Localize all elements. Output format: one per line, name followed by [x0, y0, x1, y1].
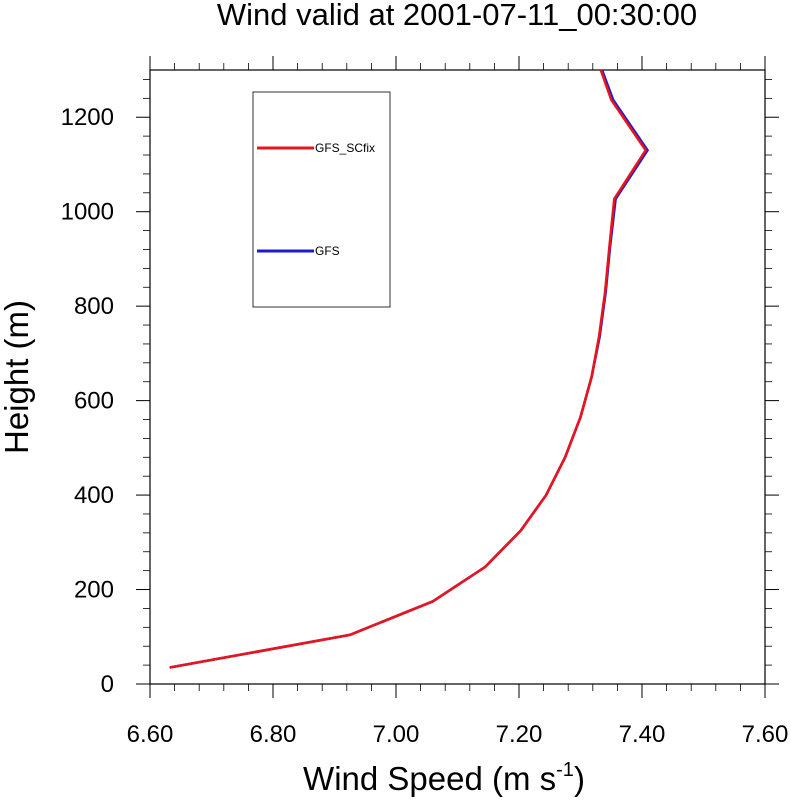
y-tick-label: 1000 [61, 199, 114, 226]
y-tick-label: 200 [74, 577, 114, 604]
x-tick-label: 6.60 [127, 721, 174, 748]
y-axis-label: Height (m) [0, 300, 35, 454]
y-tick-label: 400 [74, 482, 114, 509]
x-tick-label: 7.40 [619, 721, 666, 748]
x-axis-label-close: ) [574, 760, 585, 797]
x-tick-label: 6.80 [250, 721, 297, 748]
y-tick-label: 800 [74, 293, 114, 320]
series-lines [169, 69, 650, 669]
y-tick-labels: 0 200 400 600 800 1000 1200 [61, 104, 114, 698]
x-axis-label-superscript: -1 [556, 759, 574, 781]
x-axis-label-text: Wind Speed (m s [303, 760, 556, 797]
plot-border [149, 69, 766, 685]
x-tick-label: 7.20 [496, 721, 543, 748]
legend: GFS_SCfix GFS [252, 91, 391, 308]
chart-title: Wind valid at 2001-07-11_00:30:00 [217, 0, 697, 32]
legend-label-gfs-scfix: GFS_SCfix [315, 141, 375, 155]
y-tick-label: 0 [101, 671, 114, 698]
series-line-gfs-scfix [169, 69, 648, 669]
y-axis-label-text: Height (m) [0, 300, 35, 454]
minor-ticks [136, 56, 779, 698]
plot-frame [149, 69, 766, 685]
legend-label-gfs: GFS [315, 244, 340, 258]
series-line-gfs [169, 69, 650, 669]
x-tick-labels: 6.60 6.80 7.00 7.20 7.40 7.60 [127, 721, 789, 748]
x-tick-label: 7.60 [742, 721, 789, 748]
x-axis-label: Wind Speed (m s-1) [303, 759, 585, 797]
y-tick-label: 1200 [61, 104, 114, 131]
y-tick-label: 600 [74, 388, 114, 415]
legend-box [252, 91, 391, 308]
x-tick-label: 7.00 [373, 721, 420, 748]
